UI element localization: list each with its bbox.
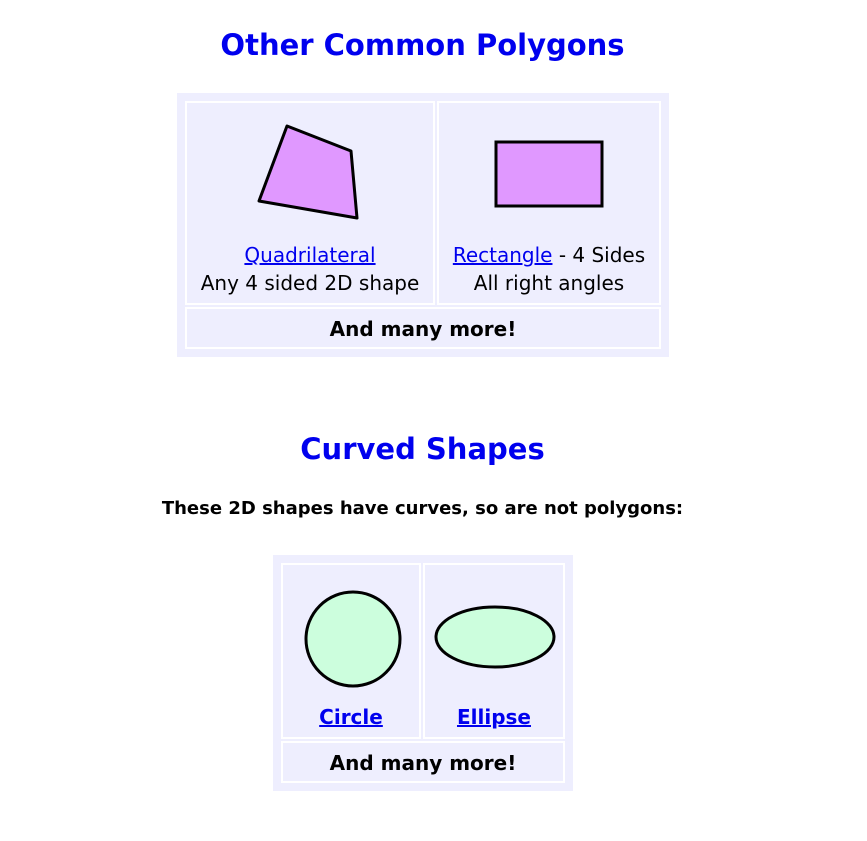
ellipse-shape-icon: [434, 605, 556, 669]
rectangle-cell: Rectangle - 4 Sides All right angles: [437, 101, 661, 305]
curved-more-cell: And many more!: [281, 741, 565, 783]
rectangle-description: All right angles: [473, 271, 625, 295]
rectangle-link[interactable]: Rectangle: [452, 243, 553, 267]
circle-shape-icon: [304, 590, 402, 688]
polygons-panel: Quadrilateral Any 4 sided 2D shape Recta…: [177, 93, 669, 357]
circle-cell: Circle: [281, 563, 421, 739]
polygons-more-text: And many more!: [329, 317, 517, 341]
quadrilateral-link[interactable]: Quadrilateral: [244, 243, 376, 267]
curved-more-text: And many more!: [329, 751, 517, 775]
curved-shapes-intro: These 2D shapes have curves, so are not …: [161, 498, 684, 519]
curved-shapes-heading: Curved Shapes: [300, 432, 545, 466]
polygons-more-cell: And many more!: [185, 307, 661, 349]
circle-link[interactable]: Circle: [319, 705, 383, 729]
polygons-heading: Other Common Polygons: [220, 28, 625, 62]
quadrilateral-cell: Quadrilateral Any 4 sided 2D shape: [185, 101, 435, 305]
quadrilateral-shape-icon: [257, 124, 359, 220]
curved-panel: Circle Ellipse And many more!: [273, 555, 573, 791]
rectangle-shape-icon: [494, 140, 604, 208]
ellipse-cell: Ellipse: [423, 563, 565, 739]
quadrilateral-description: Any 4 sided 2D shape: [200, 271, 420, 295]
ellipse-link[interactable]: Ellipse: [456, 705, 531, 729]
rectangle-sides: - 4 Sides: [552, 243, 646, 267]
